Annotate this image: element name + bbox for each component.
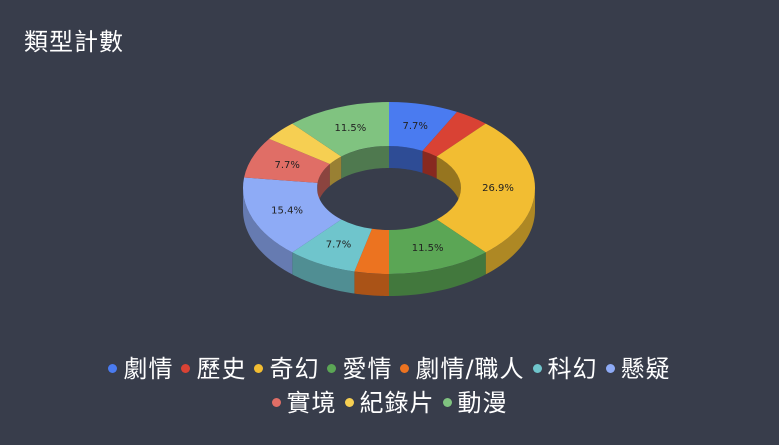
legend-item-scifi[interactable]: 科幻 (532, 352, 598, 386)
slice-outer-wall-drama-profession (354, 271, 389, 296)
slice-outer-wall-fantasy (485, 188, 535, 275)
donut-chart: 7.7% 26.9% 11.5% 7.7% 15.4% 7.7% 11.5% (243, 102, 535, 296)
slice-mystery[interactable] (243, 177, 342, 253)
slice-reality[interactable] (244, 138, 330, 183)
legend-label-history: 歷史 (196, 355, 247, 383)
legend-swatch-history (181, 363, 191, 373)
legend-row: 劇情 歷史 奇幻 愛情 劇情/職人 科幻 懸疑 (0, 352, 779, 386)
legend-row: 實境 紀錄片 動漫 (0, 386, 779, 420)
legend-swatch-fantasy (254, 363, 264, 373)
legend-item-documentary[interactable]: 紀錄片 (344, 386, 435, 420)
legend-item-mystery[interactable]: 懸疑 (605, 352, 671, 386)
slice-outer-wall-scifi (292, 252, 355, 294)
slice-inner-wall-anime (341, 146, 389, 179)
legend-item-drama[interactable]: 劇情 (108, 352, 173, 386)
legend-swatch-drama-profession (400, 363, 410, 373)
slice-outer-wall-mystery (243, 188, 293, 275)
slice-inner-wall-documentary (329, 156, 342, 187)
legend-swatch-mystery (605, 363, 615, 373)
slice-inner-wall-fantasy (436, 156, 461, 210)
slice-label-reality: 7.7% (274, 160, 299, 171)
legend-label-romance: 愛情 (342, 355, 393, 383)
slice-drama[interactable] (389, 102, 458, 151)
legend-swatch-reality (271, 397, 281, 407)
legend-item-anime[interactable]: 動漫 (442, 386, 508, 420)
slice-fantasy[interactable] (436, 123, 535, 253)
legend-item-drama-profession[interactable]: 劇情/職人 (400, 352, 524, 386)
legend-swatch-documentary (344, 397, 354, 407)
slice-inner-wall-reality (317, 164, 330, 205)
legend-swatch-scifi (532, 363, 542, 373)
legend-label-anime: 動漫 (457, 389, 508, 417)
legend: 劇情 歷史 奇幻 愛情 劇情/職人 科幻 懸疑 實境 紀錄片 動漫 (0, 352, 779, 420)
legend-label-fantasy: 奇幻 (269, 355, 320, 383)
legend-label-documentary: 紀錄片 (359, 389, 435, 417)
slice-scifi[interactable] (292, 219, 372, 272)
legend-label-reality: 實境 (286, 389, 337, 417)
legend-item-history[interactable]: 歷史 (181, 352, 246, 386)
slice-label-mystery: 15.4% (271, 206, 303, 217)
slice-label-fantasy: 26.9% (482, 183, 514, 194)
legend-label-mystery: 懸疑 (620, 355, 671, 383)
legend-item-fantasy[interactable]: 奇幻 (254, 352, 319, 386)
slice-label-scifi: 7.7% (326, 240, 351, 251)
slice-outer-wall-romance (389, 252, 486, 296)
slice-drama-profession[interactable] (354, 228, 389, 274)
legend-label-drama: 劇情 (123, 355, 174, 383)
legend-swatch-romance (327, 363, 337, 373)
legend-swatch-drama (108, 363, 118, 373)
slice-history[interactable] (422, 111, 486, 157)
slice-label-drama: 7.7% (402, 121, 427, 132)
legend-label-scifi: 科幻 (547, 355, 598, 383)
slice-anime[interactable] (292, 102, 389, 157)
chart-title: 類型計數 (24, 28, 124, 56)
slice-label-romance: 11.5% (412, 243, 444, 254)
donut-depth-layer (243, 146, 535, 296)
slice-inner-wall-drama (389, 146, 423, 173)
slice-documentary[interactable] (269, 123, 342, 165)
legend-item-reality[interactable]: 實境 (271, 386, 337, 420)
legend-label-drama-profession: 劇情/職人 (415, 355, 525, 383)
slice-romance[interactable] (389, 219, 486, 274)
donut-top-layer (243, 102, 535, 274)
slice-inner-wall-history (422, 150, 437, 179)
donut-label-layer: 7.7% 26.9% 11.5% 7.7% 15.4% 7.7% 11.5% (271, 121, 514, 254)
legend-item-romance[interactable]: 愛情 (327, 352, 392, 386)
legend-swatch-anime (442, 397, 452, 407)
slice-label-anime: 11.5% (335, 123, 367, 134)
